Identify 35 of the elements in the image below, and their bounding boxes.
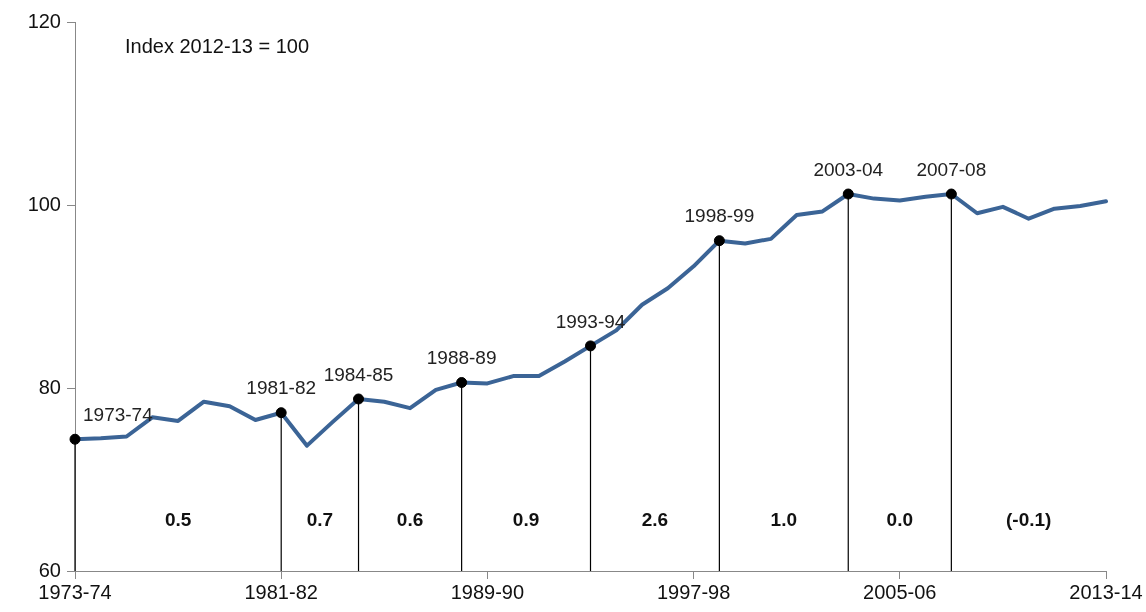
x-tick-label: 2013-14 bbox=[1069, 580, 1143, 603]
data-label: 1993-94 bbox=[555, 310, 626, 332]
point bbox=[275, 407, 287, 419]
annotation: 1.0 bbox=[770, 509, 798, 531]
data-label: 2003-04 bbox=[813, 158, 884, 180]
data-label: 1981-82 bbox=[246, 377, 317, 399]
point bbox=[456, 377, 468, 389]
point bbox=[585, 340, 596, 352]
y-tick-label: 60 bbox=[38, 558, 61, 581]
point bbox=[69, 433, 81, 445]
annotation: 0.6 bbox=[396, 509, 424, 531]
x-tick-label: 1973-74 bbox=[38, 580, 112, 603]
point bbox=[353, 393, 365, 405]
annotation: 0.5 bbox=[164, 509, 192, 531]
point bbox=[842, 188, 854, 200]
annotation: 0.0 bbox=[886, 509, 914, 531]
x-tick-label: 1981-82 bbox=[244, 580, 318, 603]
data-label: 1984-85 bbox=[323, 363, 394, 385]
annotation: 0.7 bbox=[306, 509, 334, 531]
point bbox=[713, 235, 725, 247]
annotation: (-0.1) bbox=[1005, 509, 1052, 531]
x-tick-label: 1997-98 bbox=[656, 580, 731, 603]
annotation: 2.6 bbox=[641, 509, 669, 531]
data-label: 2007-08 bbox=[916, 158, 987, 180]
x-tick-label: 1989-90 bbox=[450, 580, 525, 603]
point bbox=[945, 188, 957, 200]
y-tick-label: 100 bbox=[27, 192, 61, 215]
data-label: 1973-74 bbox=[83, 403, 154, 425]
y-tick-label: 80 bbox=[38, 375, 61, 398]
annotation: Index 2012-13 = 100 bbox=[125, 34, 310, 57]
annotation: 0.9 bbox=[512, 509, 540, 531]
y-tick-label: 120 bbox=[27, 9, 61, 32]
x-tick-label: 2005-06 bbox=[863, 580, 937, 603]
data-label: 1988-89 bbox=[426, 347, 497, 369]
data-label: 1998-99 bbox=[684, 205, 755, 227]
